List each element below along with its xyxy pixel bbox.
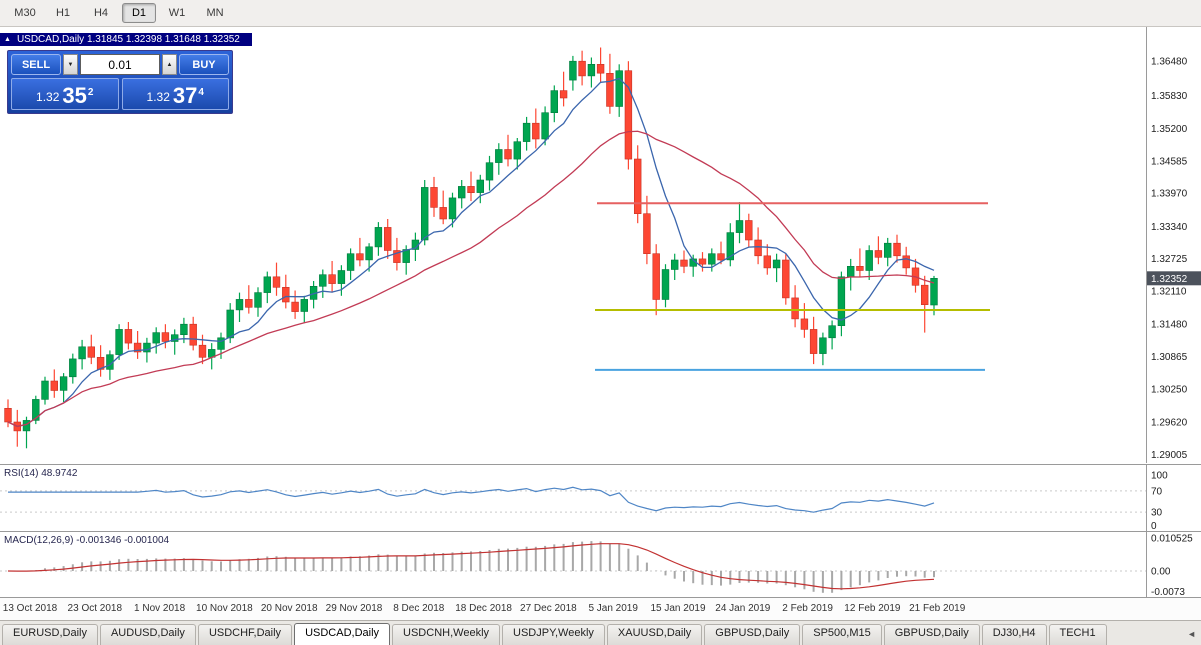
chart-tab-audusd[interactable]: AUDUSD,Daily bbox=[99, 624, 196, 645]
buy-price-prefix: 1.32 bbox=[146, 90, 170, 104]
svg-text:1.31480: 1.31480 bbox=[1151, 320, 1188, 331]
date-label: 24 Jan 2019 bbox=[715, 603, 771, 614]
date-label: 23 Oct 2018 bbox=[67, 603, 123, 614]
svg-text:0.010525: 0.010525 bbox=[1151, 533, 1193, 544]
sell-price-display[interactable]: 1.32 35 2 bbox=[11, 78, 119, 110]
spinner-up-icon: ▲ bbox=[166, 61, 173, 68]
chart-tab-usdcad[interactable]: USDCAD,Daily bbox=[294, 623, 391, 645]
chart-title: USDCAD,Daily 1.31845 1.32398 1.31648 1.3… bbox=[16, 34, 240, 45]
lot-increase-button[interactable]: ▲ bbox=[162, 54, 177, 75]
svg-text:30: 30 bbox=[1151, 508, 1163, 519]
svg-text:70: 70 bbox=[1151, 486, 1163, 497]
trade-prices-row: 1.32 35 2 1.32 37 4 bbox=[11, 78, 229, 110]
timeframe-buttons: M30 H1 H4 D1 W1 MN bbox=[8, 3, 232, 23]
date-label: 12 Feb 2019 bbox=[844, 603, 901, 614]
sell-price-pipette: 2 bbox=[87, 87, 94, 98]
date-label: 21 Feb 2019 bbox=[909, 603, 966, 614]
date-label: 2 Feb 2019 bbox=[782, 603, 833, 614]
chart-title-bar: ▲ USDCAD,Daily 1.31845 1.32398 1.31648 1… bbox=[0, 33, 252, 46]
trade-controls-row: SELL ▼ ▲ BUY bbox=[11, 54, 229, 75]
svg-text:1.35830: 1.35830 bbox=[1151, 91, 1188, 102]
buy-button[interactable]: BUY bbox=[179, 54, 229, 75]
date-label: 20 Nov 2018 bbox=[260, 603, 318, 614]
svg-text:1.30250: 1.30250 bbox=[1151, 384, 1188, 395]
chart-tab-usdchf[interactable]: USDCHF,Daily bbox=[197, 624, 293, 645]
chart-tab-xauusd[interactable]: XAUUSD,Daily bbox=[606, 624, 703, 645]
chart-tab-gbpusd[interactable]: GBPUSD,Daily bbox=[883, 624, 980, 645]
buy-price-pipette: 4 bbox=[198, 87, 204, 98]
date-label: 13 Oct 2018 bbox=[2, 603, 58, 614]
chart-tab-usdcnh[interactable]: USDCNH,Weekly bbox=[392, 624, 501, 645]
date-label: 8 Dec 2018 bbox=[393, 603, 445, 614]
date-axis: 13 Oct 2018 23 Oct 2018 1 Nov 2018 10 Nov 2… bbox=[0, 597, 1201, 620]
date-label: 1 Nov 2018 bbox=[134, 603, 186, 614]
date-label: 5 Jan 2019 bbox=[588, 603, 638, 614]
timeframe-toolbar: M30 H1 H4 D1 W1 MN bbox=[0, 0, 1201, 27]
svg-text:1.32352: 1.32352 bbox=[1151, 274, 1188, 285]
lot-decrease-button[interactable]: ▼ bbox=[63, 54, 78, 75]
date-label: 27 Dec 2018 bbox=[520, 603, 577, 614]
sell-price-prefix: 1.32 bbox=[36, 90, 60, 104]
rsi-panel: 100 70 30 0 RSI(14) 48.9742 bbox=[0, 464, 1201, 531]
timeframe-button-m30[interactable]: M30 bbox=[14, 7, 36, 19]
svg-text:100: 100 bbox=[1151, 471, 1168, 482]
tab-scroll-left-icon[interactable]: ◄ bbox=[1185, 629, 1198, 639]
svg-text:1.33970: 1.33970 bbox=[1151, 189, 1188, 200]
date-label: 18 Dec 2018 bbox=[455, 603, 512, 614]
svg-text:1.32110: 1.32110 bbox=[1151, 287, 1187, 298]
chart-tab-sp500[interactable]: SP500,M15 bbox=[802, 624, 882, 645]
svg-text:1.30865: 1.30865 bbox=[1151, 352, 1188, 363]
svg-text:1.35200: 1.35200 bbox=[1151, 124, 1188, 135]
svg-text:0: 0 bbox=[1151, 521, 1157, 531]
date-label: 29 Nov 2018 bbox=[325, 603, 383, 614]
timeframe-button-w1[interactable]: W1 bbox=[168, 7, 186, 19]
date-label: 15 Jan 2019 bbox=[650, 603, 706, 614]
rsi-label: RSI(14) 48.9742 bbox=[4, 468, 78, 479]
rsi-canvas[interactable]: 100 70 30 0 bbox=[0, 465, 1201, 531]
svg-text:1.29620: 1.29620 bbox=[1151, 418, 1188, 429]
chart-tabs-bar: EURUSD,Daily AUDUSD,Daily USDCHF,Daily USDC… bbox=[0, 620, 1201, 645]
timeframe-button-h1[interactable]: H1 bbox=[55, 7, 71, 19]
svg-text:1.29005: 1.29005 bbox=[1151, 450, 1188, 461]
timeframe-button-d1[interactable]: D1 bbox=[122, 3, 156, 23]
timeframe-button-mn[interactable]: MN bbox=[206, 7, 224, 19]
chart-tab-dj30[interactable]: DJ30,H4 bbox=[981, 624, 1047, 645]
timeframe-button-h4[interactable]: H4 bbox=[93, 7, 109, 19]
chart-tab-eurusd[interactable]: EURUSD,Daily bbox=[2, 624, 98, 645]
date-label: 10 Nov 2018 bbox=[196, 603, 253, 614]
sell-button[interactable]: SELL bbox=[11, 54, 61, 75]
spinner-down-icon: ▼ bbox=[67, 61, 74, 68]
lot-size-input[interactable] bbox=[80, 54, 160, 75]
svg-text:1.34585: 1.34585 bbox=[1151, 156, 1188, 167]
macd-canvas[interactable]: 0.010525 0.00 -0.0073 bbox=[0, 532, 1201, 597]
svg-text:0.00: 0.00 bbox=[1151, 567, 1171, 578]
svg-text:1.36480: 1.36480 bbox=[1151, 57, 1188, 68]
buy-price-big: 37 bbox=[172, 83, 198, 108]
chart-tabs: EURUSD,Daily AUDUSD,Daily USDCHF,Daily USDC… bbox=[0, 621, 1201, 645]
svg-text:1.33340: 1.33340 bbox=[1151, 222, 1188, 233]
chart-collapse-icon[interactable]: ▲ bbox=[4, 36, 11, 43]
svg-text:1.32725: 1.32725 bbox=[1151, 254, 1188, 265]
chart-tab-gbpusd[interactable]: GBPUSD,Daily bbox=[704, 624, 801, 645]
price-chart-canvas[interactable]: 1.36480 1.35830 1.35200 1.34585 1.33970 1.333… bbox=[0, 27, 1201, 463]
macd-panel: 0.010525 0.00 -0.0073 MACD(12,26,9) -0.001… bbox=[0, 531, 1201, 597]
main-chart-panel: 1.36480 1.35830 1.35200 1.34585 1.33970 1.333… bbox=[0, 27, 1201, 464]
sell-price-big: 35 bbox=[62, 83, 87, 108]
macd-label: MACD(12,26,9) -0.001346 -0.001004 bbox=[4, 535, 170, 546]
chart-tab-tech1[interactable]: TECH1 bbox=[1048, 624, 1107, 645]
chart-tab-usdjpy[interactable]: USDJPY,Weekly bbox=[502, 624, 605, 645]
svg-text:-0.0073: -0.0073 bbox=[1151, 587, 1185, 597]
buy-price-display[interactable]: 1.32 37 4 bbox=[121, 78, 229, 110]
